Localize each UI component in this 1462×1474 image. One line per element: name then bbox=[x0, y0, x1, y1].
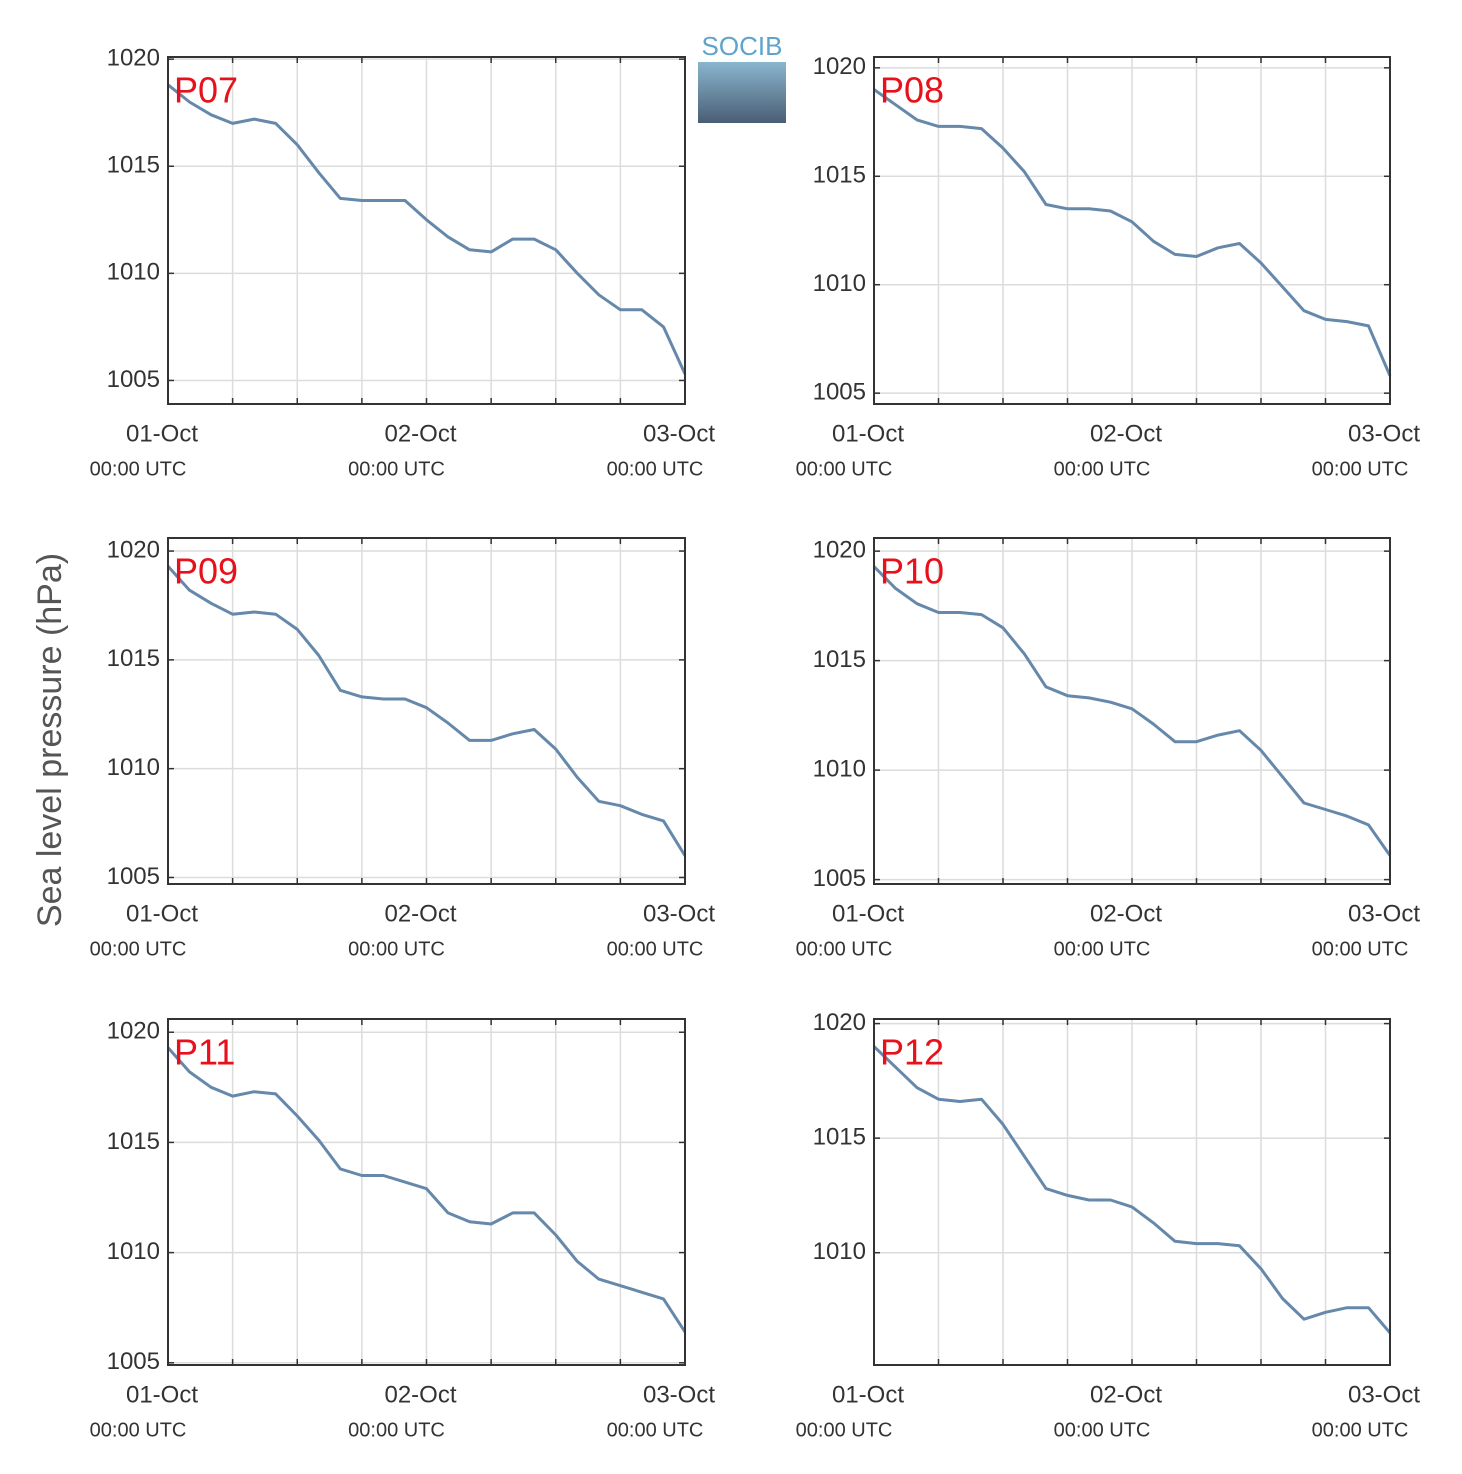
plot-frame bbox=[167, 1018, 686, 1366]
subplot: 1005 1010 1015 1020 01-Oct 00:00 UTC 02-Oct 00:… bbox=[90, 536, 716, 960]
x-tick-label: 03-Oct bbox=[1348, 900, 1420, 927]
subplot: 1005 1010 1015 1020 01-Oct 00:00 UTC 02-Oct 00:… bbox=[796, 536, 1421, 960]
y-tick-label: 1010 bbox=[107, 259, 160, 286]
y-tick-label: 1010 bbox=[813, 270, 866, 297]
x-tick-sublabel: 00:00 UTC bbox=[348, 1419, 445, 1441]
x-tick-sublabel: 00:00 UTC bbox=[90, 938, 187, 960]
x-tick-label: 01-Oct bbox=[832, 420, 904, 447]
y-tick-label: 1015 bbox=[813, 1123, 866, 1150]
y-tick-label: 1005 bbox=[107, 1348, 160, 1375]
x-tick-label: 02-Oct bbox=[384, 900, 456, 927]
x-tick-label: 03-Oct bbox=[1348, 420, 1420, 447]
y-tick-label: 1015 bbox=[813, 646, 866, 673]
x-tick-label: 02-Oct bbox=[1090, 1381, 1162, 1408]
x-tick-sublabel: 00:00 UTC bbox=[796, 938, 893, 960]
logo: SOCIB bbox=[698, 31, 786, 123]
y-tick-label: 1010 bbox=[107, 1238, 160, 1265]
x-tick-sublabel: 00:00 UTC bbox=[1312, 1419, 1409, 1441]
x-tick-label: 02-Oct bbox=[384, 1381, 456, 1408]
subplot: 1010 1015 1020 01-Oct 00:00 UTC 02-Oct 00:00 U… bbox=[796, 1009, 1421, 1441]
data-line bbox=[166, 1046, 687, 1333]
y-tick-label: 1020 bbox=[107, 44, 160, 71]
subplot-title: P11 bbox=[174, 1032, 235, 1073]
plot-frame bbox=[873, 56, 1391, 405]
subplot-title: P07 bbox=[174, 70, 238, 111]
x-tick-label: 02-Oct bbox=[384, 420, 456, 447]
subplot-title: P10 bbox=[880, 551, 944, 592]
x-tick-label: 03-Oct bbox=[643, 900, 715, 927]
x-tick-label: 01-Oct bbox=[126, 420, 198, 447]
x-tick-label: 03-Oct bbox=[643, 420, 715, 447]
y-tick-label: 1020 bbox=[107, 536, 160, 563]
logo-block bbox=[698, 62, 786, 123]
y-tick-label: 1005 bbox=[107, 863, 160, 890]
logo-text: SOCIB bbox=[702, 31, 783, 61]
y-tick-label: 1010 bbox=[813, 1238, 866, 1265]
x-tick-label: 03-Oct bbox=[1348, 1381, 1420, 1408]
x-tick-sublabel: 00:00 UTC bbox=[1312, 938, 1409, 960]
plot-frame bbox=[167, 537, 686, 885]
x-tick-sublabel: 00:00 UTC bbox=[607, 458, 704, 480]
subplot: 1005 1010 1015 1020 01-Oct 00:00 UTC 02-Oct 00:… bbox=[796, 53, 1421, 480]
y-tick-label: 1005 bbox=[107, 366, 160, 393]
data-line bbox=[167, 83, 687, 375]
y-tick-label: 1005 bbox=[813, 865, 866, 892]
y-tick-label: 1005 bbox=[813, 379, 866, 406]
x-tick-label: 02-Oct bbox=[1090, 420, 1162, 447]
x-tick-label: 01-Oct bbox=[126, 900, 198, 927]
x-tick-sublabel: 00:00 UTC bbox=[1054, 458, 1151, 480]
y-tick-label: 1015 bbox=[107, 152, 160, 179]
x-tick-sublabel: 00:00 UTC bbox=[90, 1419, 187, 1441]
y-tick-label: 1020 bbox=[813, 536, 866, 563]
subplot: 1005 1010 1015 1020 01-Oct 00:00 UTC 02-Oct 00:… bbox=[90, 1018, 716, 1442]
x-tick-label: 01-Oct bbox=[832, 1381, 904, 1408]
plot-frame bbox=[167, 56, 686, 405]
y-tick-label: 1020 bbox=[107, 1018, 160, 1045]
y-tick-label: 1010 bbox=[107, 754, 160, 781]
y-tick-label: 1020 bbox=[813, 1009, 866, 1036]
x-tick-sublabel: 00:00 UTC bbox=[1054, 938, 1151, 960]
x-tick-label: 02-Oct bbox=[1090, 900, 1162, 927]
data-line bbox=[166, 565, 687, 857]
x-tick-label: 03-Oct bbox=[643, 1381, 715, 1408]
y-tick-label: 1015 bbox=[107, 645, 160, 672]
x-tick-label: 01-Oct bbox=[832, 900, 904, 927]
y-tick-label: 1020 bbox=[813, 53, 866, 80]
y-tick-label: 1015 bbox=[813, 162, 866, 189]
x-tick-sublabel: 00:00 UTC bbox=[348, 938, 445, 960]
x-tick-sublabel: 00:00 UTC bbox=[1312, 458, 1409, 480]
subplot: 1005 1010 1015 1020 01-Oct 00:00 UTC 02-Oct 00:… bbox=[90, 44, 716, 480]
x-tick-sublabel: 00:00 UTC bbox=[1054, 1419, 1151, 1441]
subplot-title: P08 bbox=[880, 70, 944, 111]
data-line bbox=[872, 565, 1392, 857]
plot-frame bbox=[873, 1018, 1391, 1366]
plot-frame bbox=[873, 537, 1391, 885]
x-tick-sublabel: 00:00 UTC bbox=[90, 458, 187, 480]
x-tick-label: 01-Oct bbox=[126, 1381, 198, 1408]
y-tick-label: 1015 bbox=[107, 1128, 160, 1155]
x-tick-sublabel: 00:00 UTC bbox=[607, 1419, 704, 1441]
x-tick-sublabel: 00:00 UTC bbox=[607, 938, 704, 960]
y-tick-label: 1010 bbox=[813, 755, 866, 782]
subplot-title: P12 bbox=[880, 1032, 944, 1073]
x-tick-sublabel: 00:00 UTC bbox=[796, 458, 893, 480]
data-line bbox=[872, 1045, 1392, 1334]
data-line bbox=[873, 88, 1392, 377]
x-tick-sublabel: 00:00 UTC bbox=[348, 458, 445, 480]
subplot-title: P09 bbox=[174, 551, 238, 592]
x-tick-sublabel: 00:00 UTC bbox=[796, 1419, 893, 1441]
y-axis-label: Sea level pressure (hPa) bbox=[31, 553, 69, 927]
